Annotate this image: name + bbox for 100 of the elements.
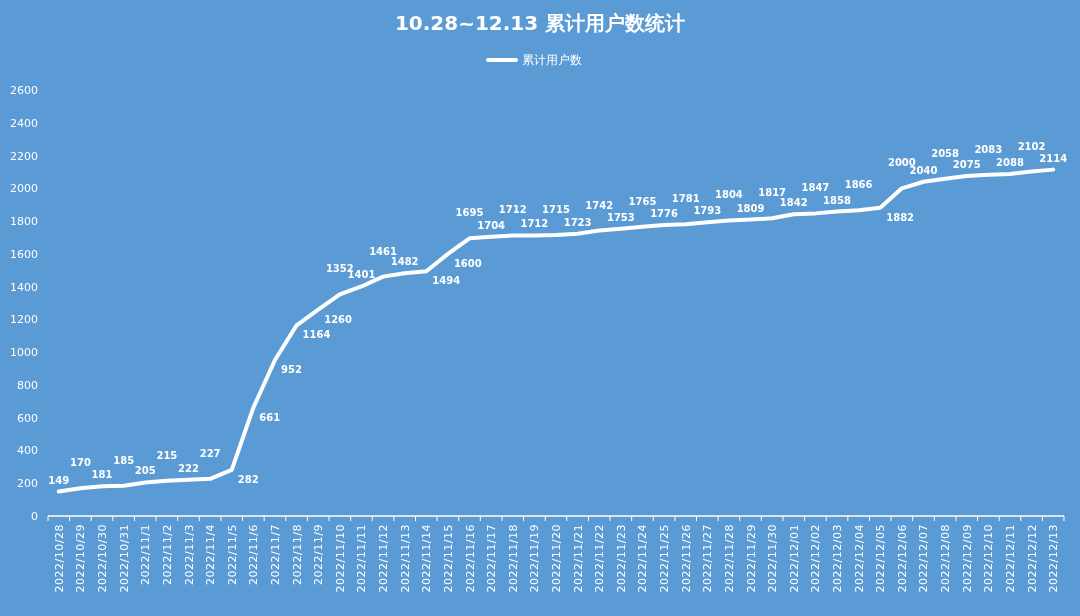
y-tick-label: 0 xyxy=(31,510,38,523)
data-label: 1723 xyxy=(563,216,592,228)
x-tick-label: 2022/10/30 xyxy=(96,524,110,593)
data-label: 1817 xyxy=(758,187,787,199)
y-tick-label: 1600 xyxy=(10,247,38,261)
y-tick-label: 2400 xyxy=(10,116,38,130)
data-label: 2083 xyxy=(974,143,1003,155)
x-tick-label: 2022/11/23 xyxy=(614,524,628,593)
data-label: 185 xyxy=(113,454,135,466)
x-tick-label: 2022/12/07 xyxy=(917,524,931,593)
y-tick-label: 1000 xyxy=(10,346,38,360)
data-label: 149 xyxy=(48,474,70,486)
x-tick-label: 2022/11/6 xyxy=(247,524,261,585)
data-label: 1695 xyxy=(455,207,484,219)
y-tick-label: 2600 xyxy=(10,84,38,97)
data-label: 215 xyxy=(156,449,178,461)
legend-label: 累计用户数 xyxy=(522,53,582,67)
y-tick-label: 2200 xyxy=(10,149,38,163)
data-label: 1712 xyxy=(520,218,549,230)
x-tick-label: 2022/12/10 xyxy=(982,524,996,593)
data-label: 1793 xyxy=(693,205,722,217)
data-label: 227 xyxy=(199,447,221,459)
x-tick-label: 2022/11/15 xyxy=(441,524,455,593)
x-tick-label: 2022/10/31 xyxy=(117,524,131,593)
x-tick-label: 2022/12/02 xyxy=(809,524,823,593)
data-label: 661 xyxy=(259,411,281,423)
x-tick-label: 2022/11/25 xyxy=(658,524,672,593)
data-label: 1461 xyxy=(369,245,398,257)
data-label: 1712 xyxy=(498,204,527,216)
x-tick-label: 2022/11/4 xyxy=(204,524,218,585)
data-label: 1858 xyxy=(823,194,851,206)
data-label: 1260 xyxy=(324,313,353,325)
data-label: 1882 xyxy=(886,211,915,223)
data-label: 181 xyxy=(91,469,113,481)
x-tick-label: 2022/11/22 xyxy=(593,524,607,593)
x-tick-label: 2022/12/01 xyxy=(787,524,801,593)
x-tick-label: 2022/11/28 xyxy=(722,524,736,593)
x-tick-label: 2022/12/13 xyxy=(1047,524,1061,593)
x-tick-label: 2022/11/27 xyxy=(701,524,715,593)
x-tick-label: 2022/11/10 xyxy=(333,524,347,593)
data-label: 2114 xyxy=(1039,152,1068,164)
data-label: 1842 xyxy=(779,197,808,209)
data-label: 1809 xyxy=(736,202,765,214)
x-tick-label: 2022/11/13 xyxy=(398,524,412,593)
x-tick-label: 2022/11/16 xyxy=(463,524,477,593)
data-label: 1847 xyxy=(801,182,830,194)
x-tick-label: 2022/12/08 xyxy=(939,524,953,593)
x-tick-label: 2022/11/19 xyxy=(528,524,542,593)
x-tick-label: 2022/11/3 xyxy=(182,524,196,585)
data-label: 1164 xyxy=(302,329,331,341)
data-label: 2088 xyxy=(996,156,1024,168)
chart-title: 10.28~12.13 累计用户数统计 xyxy=(394,11,686,35)
data-label: 170 xyxy=(69,457,91,469)
x-tick-label: 2022/11/18 xyxy=(506,524,520,593)
data-label: 2102 xyxy=(1017,140,1046,152)
x-tick-label: 2022/11/20 xyxy=(550,524,563,593)
x-tick-label: 2022/12/09 xyxy=(960,524,974,593)
data-label: 1704 xyxy=(477,219,506,231)
x-tick-label: 2022/11/21 xyxy=(571,524,585,593)
y-tick-label: 800 xyxy=(17,378,38,392)
y-tick-label: 600 xyxy=(17,411,38,425)
data-label: 1776 xyxy=(650,208,679,220)
x-tick-label: 2022/11/8 xyxy=(290,524,304,585)
x-tick-label: 2022/12/05 xyxy=(874,524,888,593)
y-tick-label: 1800 xyxy=(10,215,38,229)
x-tick-label: 2022/11/1 xyxy=(139,524,153,585)
x-tick-label: 2022/11/14 xyxy=(420,524,434,593)
x-tick-label: 2022/10/28 xyxy=(52,524,66,593)
data-label: 2058 xyxy=(931,147,960,159)
x-tick-label: 2022/11/17 xyxy=(485,524,499,593)
data-label: 2075 xyxy=(952,159,981,171)
data-label: 1715 xyxy=(542,204,570,215)
legend: 累计用户数 xyxy=(486,53,582,67)
x-tick-label: 2022/11/29 xyxy=(744,524,758,593)
x-tick-label: 2022/11/11 xyxy=(355,524,369,593)
y-tick-label: 400 xyxy=(17,444,38,458)
data-label: 1482 xyxy=(390,256,419,268)
data-label: 282 xyxy=(237,473,259,485)
data-label: 1765 xyxy=(628,195,657,207)
x-tick-label: 2022/12/04 xyxy=(852,524,866,593)
x-tick-label: 2022/11/7 xyxy=(268,524,282,585)
data-label: 222 xyxy=(178,462,199,474)
x-tick-label: 2022/12/11 xyxy=(1003,524,1017,593)
x-tick-label: 2022/10/29 xyxy=(74,524,88,593)
x-tick-label: 2022/11/2 xyxy=(160,524,174,585)
data-label: 1600 xyxy=(453,257,482,269)
x-tick-label: 2022/11/26 xyxy=(679,524,693,593)
data-label: 1494 xyxy=(432,275,461,287)
x-tick-label: 2022/11/9 xyxy=(312,524,326,585)
y-tick-label: 1200 xyxy=(10,313,38,327)
y-tick-label: 2000 xyxy=(10,182,38,196)
x-tick-label: 2022/11/30 xyxy=(766,524,780,593)
x-tick-label: 2022/11/24 xyxy=(636,524,650,593)
x-tick-label: 2022/12/06 xyxy=(895,524,909,593)
y-tick-label: 1400 xyxy=(10,280,38,294)
data-label: 1866 xyxy=(844,179,873,191)
x-tick-label: 2022/12/03 xyxy=(831,524,845,593)
x-tick-label: 2022/11/5 xyxy=(225,524,239,585)
data-label: 1781 xyxy=(671,193,700,205)
y-tick-label: 200 xyxy=(17,477,38,491)
